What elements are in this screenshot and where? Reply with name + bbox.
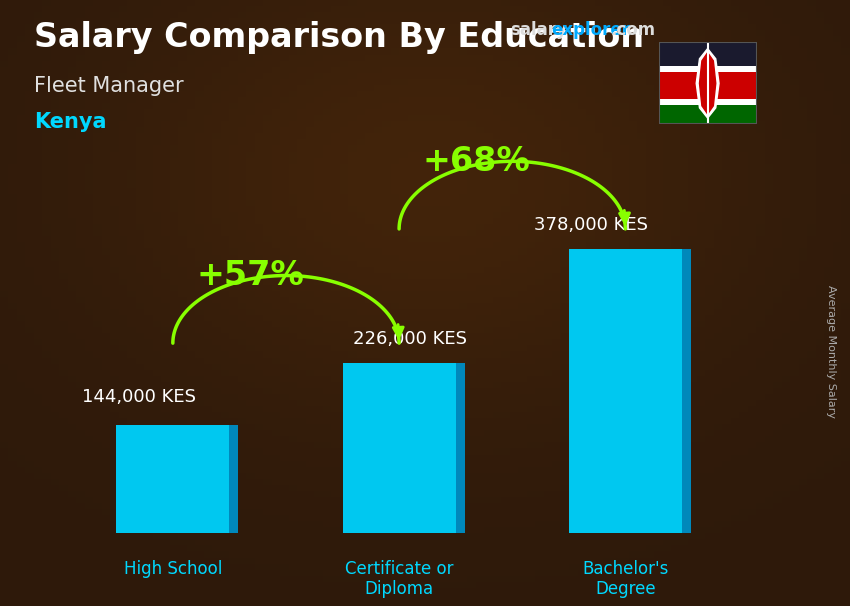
- Text: Kenya: Kenya: [34, 112, 106, 132]
- Text: +68%: +68%: [422, 145, 530, 178]
- Text: Fleet Manager: Fleet Manager: [34, 76, 184, 96]
- Bar: [659, 42, 756, 67]
- Polygon shape: [682, 249, 691, 533]
- Bar: [569, 249, 682, 533]
- Text: explorer: explorer: [551, 21, 630, 39]
- Bar: [659, 99, 756, 105]
- Text: Bachelor's
Degree: Bachelor's Degree: [582, 559, 669, 598]
- Text: Average Monthly Salary: Average Monthly Salary: [826, 285, 836, 418]
- Bar: [659, 105, 756, 124]
- Text: .com: .com: [610, 21, 655, 39]
- Bar: [659, 66, 756, 72]
- Polygon shape: [456, 364, 465, 533]
- Polygon shape: [700, 53, 716, 114]
- Bar: [116, 425, 230, 533]
- Polygon shape: [696, 48, 719, 118]
- Bar: [343, 364, 456, 533]
- Text: 144,000 KES: 144,000 KES: [82, 388, 196, 406]
- Polygon shape: [230, 425, 239, 533]
- Text: High School: High School: [123, 559, 222, 578]
- Text: Salary Comparison By Education: Salary Comparison By Education: [34, 21, 644, 54]
- Text: 226,000 KES: 226,000 KES: [354, 330, 468, 348]
- Text: 378,000 KES: 378,000 KES: [535, 216, 649, 234]
- Text: Certificate or
Diploma: Certificate or Diploma: [345, 559, 453, 598]
- Text: +57%: +57%: [196, 259, 304, 292]
- Bar: [659, 72, 756, 99]
- Text: salary: salary: [510, 21, 567, 39]
